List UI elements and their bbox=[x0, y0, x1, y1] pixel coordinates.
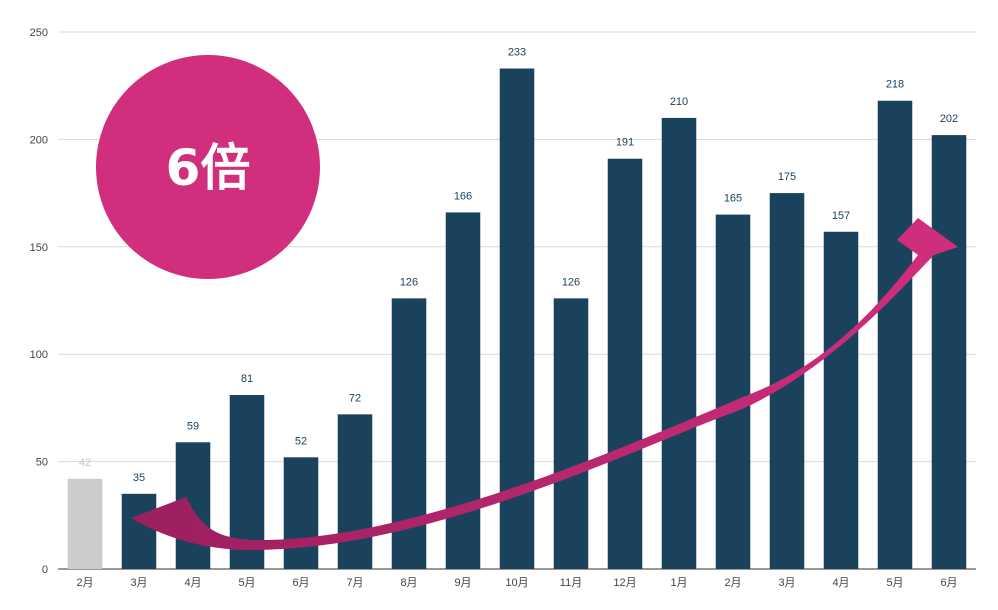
bar bbox=[607, 158, 643, 569]
x-tick-label: 1月 bbox=[670, 577, 687, 589]
x-tick-label: 2月 bbox=[724, 577, 741, 589]
data-label: 191 bbox=[616, 137, 634, 149]
data-label: 233 bbox=[508, 47, 526, 59]
y-tick-label: 200 bbox=[30, 134, 48, 146]
data-label: 126 bbox=[400, 276, 418, 288]
x-tick-label: 7月 bbox=[346, 577, 363, 589]
data-label: 35 bbox=[133, 472, 145, 484]
data-label: 72 bbox=[349, 392, 361, 404]
x-tick-label: 3月 bbox=[130, 577, 147, 589]
bar bbox=[67, 478, 103, 569]
y-tick-label: 250 bbox=[30, 27, 48, 39]
bar bbox=[715, 214, 751, 569]
x-axis: 2月 3月 4月 5月 6月 7月 8月 9月 10月 11月 12月 1月 2月 3月 4月 5月 6月 bbox=[76, 577, 957, 589]
data-label: 202 bbox=[940, 113, 958, 125]
growth-arrow-body bbox=[131, 218, 958, 550]
data-label: 157 bbox=[832, 210, 850, 222]
bar bbox=[337, 414, 373, 569]
x-tick-label: 3月 bbox=[778, 577, 795, 589]
data-label: 126 bbox=[562, 276, 580, 288]
x-tick-label: 4月 bbox=[832, 577, 849, 589]
x-tick-label: 5月 bbox=[238, 577, 255, 589]
bar bbox=[283, 457, 319, 569]
bar bbox=[661, 117, 697, 570]
data-label: 218 bbox=[886, 79, 904, 91]
data-label: 166 bbox=[454, 190, 472, 202]
y-tick-label: 150 bbox=[30, 242, 48, 254]
x-tick-label: 4月 bbox=[184, 577, 201, 589]
bar bbox=[823, 231, 859, 569]
y-tick-label: 100 bbox=[30, 349, 48, 361]
data-label: 165 bbox=[724, 193, 742, 205]
data-label: 81 bbox=[241, 373, 253, 385]
growth-arrow bbox=[131, 218, 958, 550]
y-tick-label: 0 bbox=[42, 564, 48, 576]
x-tick-label: 9月 bbox=[454, 577, 471, 589]
badge-text: 6倍 bbox=[166, 139, 251, 197]
x-tick-label: 10月 bbox=[505, 577, 528, 589]
bar bbox=[553, 298, 589, 569]
y-tick-label: 50 bbox=[36, 457, 48, 469]
y-axis: 0 50 100 150 200 250 bbox=[30, 27, 48, 576]
x-tick-label: 2月 bbox=[76, 577, 93, 589]
data-label: 175 bbox=[778, 171, 796, 183]
bar bbox=[121, 493, 157, 569]
bar bbox=[931, 135, 967, 569]
x-tick-label: 6月 bbox=[292, 577, 309, 589]
bar bbox=[877, 100, 913, 570]
x-tick-label: 5月 bbox=[886, 577, 903, 589]
x-tick-label: 6月 bbox=[940, 577, 957, 589]
data-label: 42 bbox=[79, 457, 91, 469]
data-label: 210 bbox=[670, 96, 688, 108]
badge-circle bbox=[96, 55, 320, 279]
x-tick-label: 11月 bbox=[560, 577, 582, 589]
x-tick-label: 8月 bbox=[400, 577, 417, 589]
data-label: 52 bbox=[295, 435, 307, 447]
x-tick-label: 12月 bbox=[613, 577, 636, 589]
data-labels: 42 35 59 81 52 72 126 166 233 126 191 210 165 175 157 2… bbox=[79, 47, 958, 484]
data-label: 59 bbox=[187, 420, 199, 432]
multiplier-badge: 6倍 bbox=[96, 55, 320, 279]
